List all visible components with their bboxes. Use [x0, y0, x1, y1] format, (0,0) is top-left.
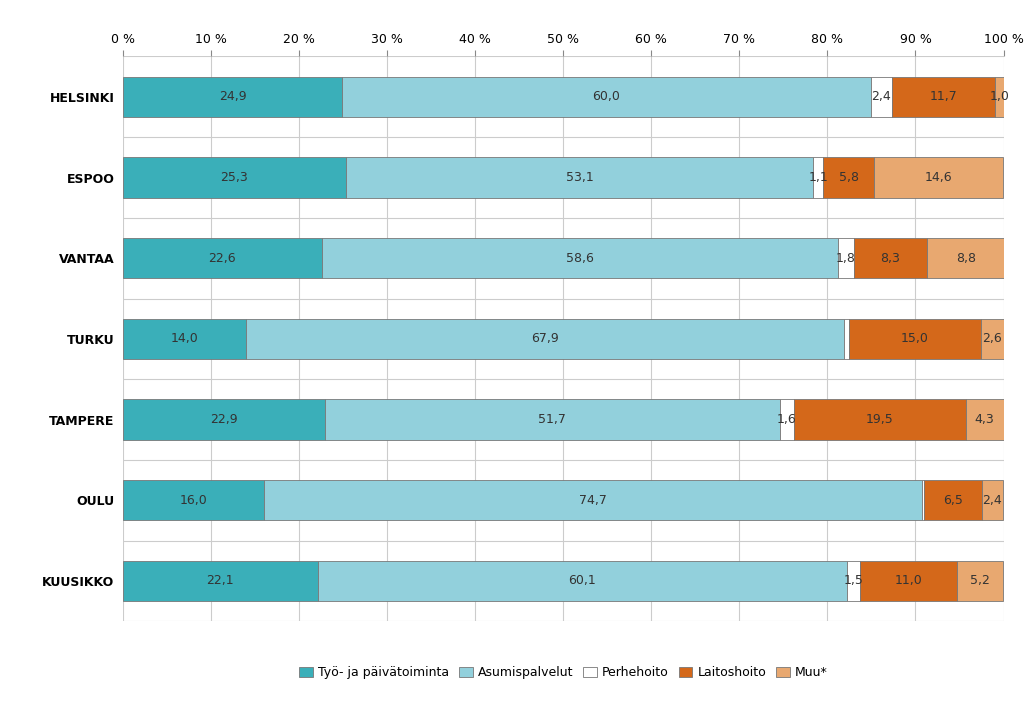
Text: 2,4: 2,4 — [871, 90, 891, 103]
Text: 25,3: 25,3 — [220, 171, 248, 184]
Text: 4,3: 4,3 — [975, 413, 994, 426]
Text: 5,2: 5,2 — [970, 575, 989, 587]
Text: 67,9: 67,9 — [531, 333, 559, 345]
Text: 14,6: 14,6 — [925, 171, 952, 184]
Bar — [966, 400, 1004, 440]
Bar — [342, 77, 870, 117]
Text: 1,5: 1,5 — [844, 575, 863, 587]
Text: 1,0: 1,0 — [989, 90, 1009, 103]
Bar — [870, 77, 892, 117]
Text: 11,7: 11,7 — [930, 90, 957, 103]
Bar — [874, 157, 1002, 198]
Text: 2,6: 2,6 — [982, 333, 1001, 345]
Bar — [922, 480, 925, 520]
Bar — [823, 157, 874, 198]
Text: 6,5: 6,5 — [943, 493, 963, 507]
Text: 1,8: 1,8 — [836, 252, 856, 265]
Text: 22,9: 22,9 — [210, 413, 238, 426]
Bar — [264, 480, 922, 520]
Bar — [925, 480, 981, 520]
Text: 8,8: 8,8 — [955, 252, 976, 265]
Text: 60,0: 60,0 — [593, 90, 621, 103]
Text: 60,1: 60,1 — [568, 575, 596, 587]
Bar — [322, 238, 838, 278]
Text: 1,6: 1,6 — [777, 413, 797, 426]
Text: 51,7: 51,7 — [539, 413, 566, 426]
Bar — [123, 400, 325, 440]
Text: 58,6: 58,6 — [566, 252, 594, 265]
Text: 53,1: 53,1 — [565, 171, 593, 184]
Bar — [123, 480, 264, 520]
Legend: Työ- ja päivätoiminta, Asumispalvelut, Perhehoito, Laitoshoito, Muu*: Työ- ja päivätoiminta, Asumispalvelut, P… — [294, 662, 833, 684]
Text: 5,8: 5,8 — [839, 171, 858, 184]
Bar — [123, 157, 346, 198]
Bar — [123, 238, 322, 278]
Bar — [994, 77, 1004, 117]
Bar — [780, 400, 794, 440]
Bar — [854, 238, 927, 278]
Text: 74,7: 74,7 — [579, 493, 606, 507]
Bar — [794, 400, 966, 440]
Bar — [317, 561, 847, 601]
Text: 8,3: 8,3 — [881, 252, 900, 265]
Text: 24,9: 24,9 — [219, 90, 247, 103]
Bar — [927, 238, 1005, 278]
Bar — [123, 318, 246, 359]
Bar — [849, 318, 981, 359]
Text: 14,0: 14,0 — [171, 333, 199, 345]
Bar — [246, 318, 844, 359]
Text: 11,0: 11,0 — [895, 575, 923, 587]
Text: 2,4: 2,4 — [982, 493, 1001, 507]
Bar — [123, 77, 342, 117]
Bar — [123, 561, 317, 601]
Text: 22,6: 22,6 — [209, 252, 237, 265]
Text: 19,5: 19,5 — [866, 413, 894, 426]
Bar — [981, 480, 1002, 520]
Bar — [860, 561, 956, 601]
Bar — [346, 157, 813, 198]
Bar — [956, 561, 1002, 601]
Bar — [892, 77, 994, 117]
Bar — [838, 238, 854, 278]
Bar — [844, 318, 849, 359]
Text: 1,1: 1,1 — [808, 171, 828, 184]
Bar — [325, 400, 780, 440]
Text: 16,0: 16,0 — [179, 493, 207, 507]
Text: 22,1: 22,1 — [207, 575, 234, 587]
Bar — [981, 318, 1004, 359]
Text: 15,0: 15,0 — [901, 333, 929, 345]
Bar — [847, 561, 860, 601]
Bar — [813, 157, 823, 198]
